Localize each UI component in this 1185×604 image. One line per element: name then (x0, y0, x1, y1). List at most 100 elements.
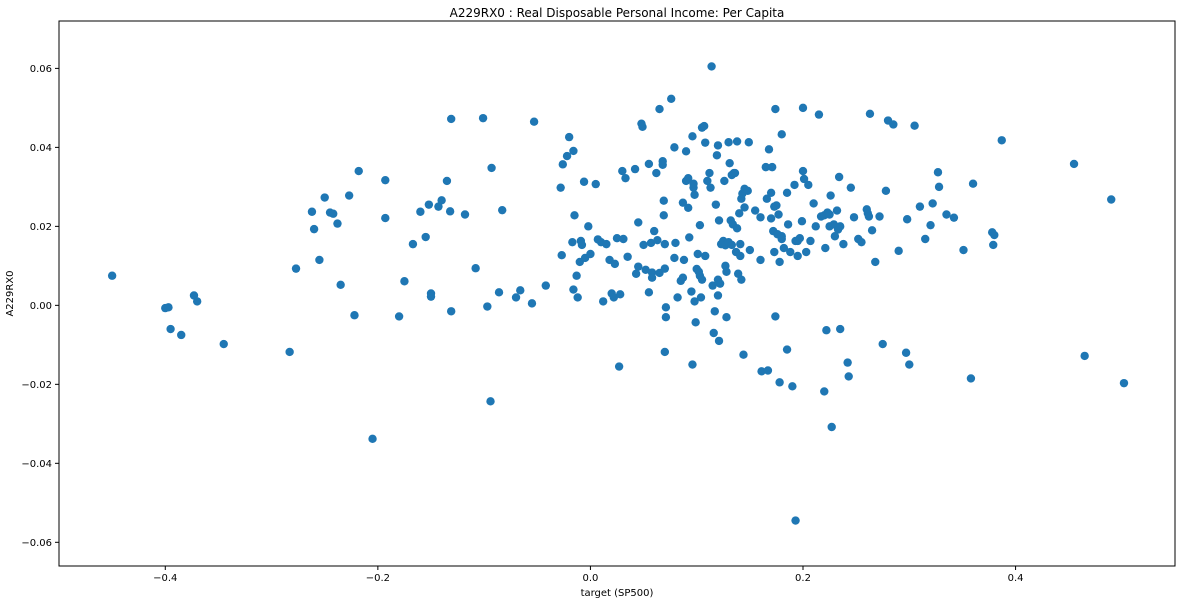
scatter-point (713, 141, 723, 150)
scatter-point (761, 162, 770, 172)
y-tick-label: 0.02 (30, 222, 52, 233)
scatter-point (291, 264, 301, 273)
scatter-point (745, 245, 755, 255)
scatter-point (679, 255, 689, 265)
scatter-point (634, 262, 643, 271)
scatter-point (827, 422, 836, 432)
scatter-point (822, 326, 831, 335)
scatter-point (713, 291, 723, 300)
scatter-point (934, 182, 944, 192)
scatter-point (782, 188, 792, 197)
scatter-point (712, 151, 722, 160)
scatter-point (498, 205, 507, 215)
scatter-point (715, 279, 725, 288)
scatter-point (735, 209, 744, 218)
scatter-point (557, 250, 566, 260)
scatter-point (486, 397, 495, 406)
scatter-point (691, 318, 700, 327)
scatter-point (653, 235, 662, 245)
scatter-point (652, 168, 661, 178)
scatter-point (798, 166, 808, 176)
scatter-point (788, 382, 797, 391)
scatter-point (782, 345, 792, 354)
scatter-point (762, 194, 772, 203)
scatter-point (706, 183, 715, 192)
scatter-point (905, 360, 914, 369)
chart-title: A229RX0 : Real Disposable Personal Incom… (450, 6, 785, 20)
scatter-point (634, 218, 643, 227)
scatter-point (658, 160, 667, 169)
scatter-point (598, 297, 608, 306)
scatter-point (623, 252, 632, 261)
scatter-point (798, 103, 808, 113)
scatter-point (814, 110, 824, 119)
scatter-point (684, 203, 693, 212)
scatter-point (771, 312, 780, 321)
scatter-point (722, 267, 731, 276)
scatter-point (766, 188, 776, 197)
scatter-point (968, 179, 978, 188)
scatter-point (707, 62, 716, 71)
scatter-point (647, 273, 657, 282)
scatter-point (408, 239, 418, 249)
scatter-point (720, 176, 729, 186)
scatter-point (757, 367, 766, 376)
scatter-point (684, 173, 693, 183)
scatter-point (638, 122, 647, 132)
scatter-point (696, 293, 706, 302)
scatter-point (834, 172, 844, 182)
scatter-point (783, 220, 793, 229)
scatter-point (660, 347, 670, 357)
scatter-point (799, 174, 809, 184)
scatter-point (865, 109, 875, 119)
points-layer (107, 62, 1129, 525)
x-tick-label: −0.4 (153, 573, 177, 584)
scatter-point (577, 240, 587, 250)
scatter-point (591, 179, 600, 189)
scatter-point (699, 121, 709, 131)
y-tick-label: 0.04 (30, 143, 52, 154)
scatter-point (881, 186, 891, 196)
scatter-point (166, 324, 175, 334)
scatter-point (942, 210, 951, 219)
scatter-point (990, 230, 999, 240)
scatter-point (777, 130, 786, 139)
scatter-point (997, 136, 1006, 145)
scatter-point (878, 339, 887, 349)
scatter-point (618, 166, 627, 176)
scatter-point (770, 247, 779, 257)
scatter-point (584, 222, 593, 231)
scatter-point (568, 237, 577, 247)
scatter-point (811, 222, 820, 231)
scatter-point (966, 374, 976, 383)
scatter-point (928, 199, 937, 208)
scatter-point (631, 269, 641, 278)
y-tick-label: 0.00 (30, 301, 52, 312)
y-axis: −0.06 −0.04 −0.02 0.00 0.02 0.04 0.06 (21, 64, 59, 549)
scatter-point (424, 200, 434, 209)
scatter-point (739, 350, 748, 359)
scatter-point (641, 265, 650, 274)
scatter-point (756, 255, 765, 265)
scatter-point (164, 303, 173, 312)
scatter-point (667, 94, 676, 104)
scatter-point (562, 151, 572, 161)
scatter-point (730, 168, 740, 178)
scatter-point (709, 328, 718, 338)
scatter-point (740, 203, 749, 212)
scatter-point (844, 372, 853, 381)
scatter-point (915, 202, 925, 211)
scatter-point (309, 224, 319, 234)
x-tick-label: 0.0 (582, 573, 598, 584)
scatter-point (192, 297, 202, 306)
scatter-point (933, 168, 943, 177)
scatter-point (602, 239, 611, 249)
scatter-point (516, 286, 525, 295)
scatter-point (556, 183, 565, 192)
scatter-point (743, 186, 752, 196)
y-tick-label: −0.02 (21, 380, 52, 391)
scatter-point (381, 213, 390, 223)
scatter-point (793, 251, 802, 261)
scatter-point (478, 113, 488, 123)
